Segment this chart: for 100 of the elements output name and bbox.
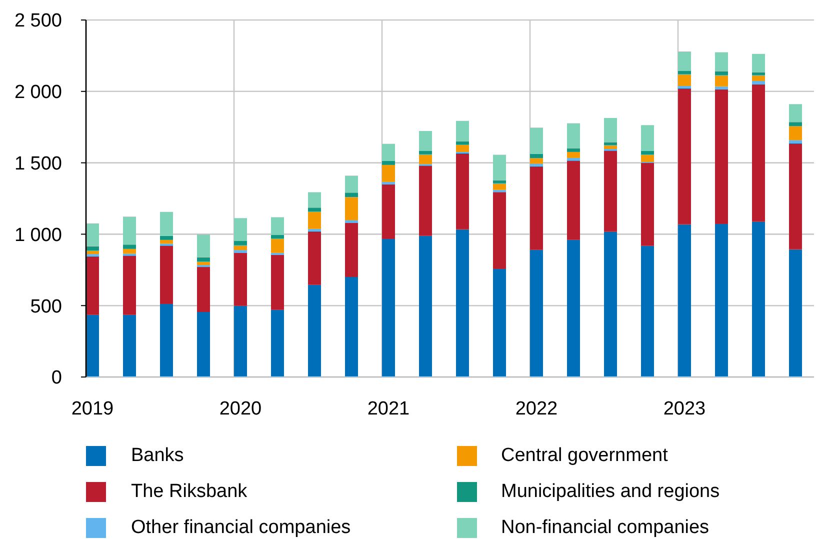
bar: [419, 130, 432, 151]
bar: [308, 208, 321, 212]
bar: [271, 310, 284, 377]
bar: [493, 180, 506, 184]
bar: [789, 126, 802, 140]
bar: [567, 152, 580, 158]
bar: [419, 166, 432, 236]
y-tick-label: 2 500: [14, 10, 62, 32]
legend-label: Other financial companies: [131, 517, 351, 539]
bar: [715, 86, 728, 90]
bar: [641, 246, 654, 377]
bar: [678, 88, 691, 224]
bar: [271, 238, 284, 253]
bar: [493, 268, 506, 377]
x-tick-label: 2020: [219, 398, 262, 420]
bar: [123, 244, 136, 249]
bar: [234, 252, 247, 306]
bar: [419, 154, 432, 164]
bar: [604, 118, 617, 142]
bar: [308, 212, 321, 229]
y-tick-label: 1 000: [14, 224, 62, 246]
bar: [86, 314, 99, 377]
bar: [641, 125, 654, 151]
bar: [752, 221, 765, 377]
bar: [493, 183, 506, 190]
bar: [345, 176, 358, 193]
bar: [530, 158, 543, 164]
bar: [197, 262, 210, 266]
bar: [456, 154, 469, 230]
bar: [123, 256, 136, 315]
bar: [345, 197, 358, 220]
legend-label: Banks: [131, 445, 184, 467]
bar: [308, 228, 321, 232]
bar: [382, 164, 395, 182]
bar: [752, 72, 765, 76]
legend-label: The Riksbank: [131, 481, 248, 503]
bar: [678, 70, 691, 74]
bar: [234, 245, 247, 250]
bar: [345, 222, 358, 278]
bar: [382, 184, 395, 238]
bar: [234, 218, 247, 241]
bar: [123, 248, 136, 254]
bar: [567, 160, 580, 240]
bar: [308, 231, 321, 285]
bar: [234, 250, 247, 253]
x-tick-label: 2023: [663, 398, 706, 420]
bar: [789, 249, 802, 377]
bar: [419, 236, 432, 377]
bar: [678, 52, 691, 71]
bar: [715, 89, 728, 224]
bar: [641, 154, 654, 162]
legend-label: Central government: [501, 445, 668, 467]
bar: [567, 123, 580, 149]
bar: [456, 142, 469, 145]
bar: [86, 250, 99, 254]
bar: [752, 80, 765, 84]
bar: [197, 257, 210, 262]
bar: [160, 236, 173, 240]
bar: [530, 166, 543, 250]
bar: [345, 277, 358, 377]
x-tick-label: 2022: [515, 398, 558, 420]
bar: [456, 144, 469, 152]
bar: [271, 217, 284, 235]
bar: [567, 158, 580, 161]
y-tick-label: 1 500: [14, 154, 62, 175]
legend-label: Municipalities and regions: [501, 481, 720, 503]
bar: [456, 120, 469, 142]
bar: [234, 240, 247, 246]
bar: [197, 234, 210, 258]
bar: [86, 223, 99, 246]
bar: [678, 86, 691, 89]
bar: [604, 145, 617, 149]
bar: [715, 75, 728, 86]
y-tick-label: 2 000: [14, 82, 62, 104]
bar: [123, 314, 136, 377]
bar: [641, 150, 654, 155]
bar: [345, 220, 358, 223]
bar: [345, 192, 358, 198]
bar: [715, 52, 728, 72]
bar: [789, 104, 802, 122]
y-tick-label: 500: [30, 296, 62, 318]
x-tick-label: 2019: [71, 398, 114, 420]
bar: [86, 246, 99, 251]
bar: [160, 246, 173, 304]
bar: [308, 284, 321, 377]
bar: [197, 267, 210, 312]
bar: [678, 74, 691, 86]
bar: [160, 303, 173, 377]
x-tick-label: 2021: [367, 398, 410, 420]
bar: [456, 229, 469, 377]
bar: [382, 238, 395, 377]
bar: [789, 144, 802, 250]
bar: [493, 154, 506, 180]
bar: [160, 212, 173, 236]
bar: [567, 240, 580, 377]
bar: [752, 75, 765, 81]
bar: [419, 150, 432, 154]
bar: [641, 162, 654, 246]
bar: [530, 163, 543, 166]
bar: [271, 234, 284, 239]
